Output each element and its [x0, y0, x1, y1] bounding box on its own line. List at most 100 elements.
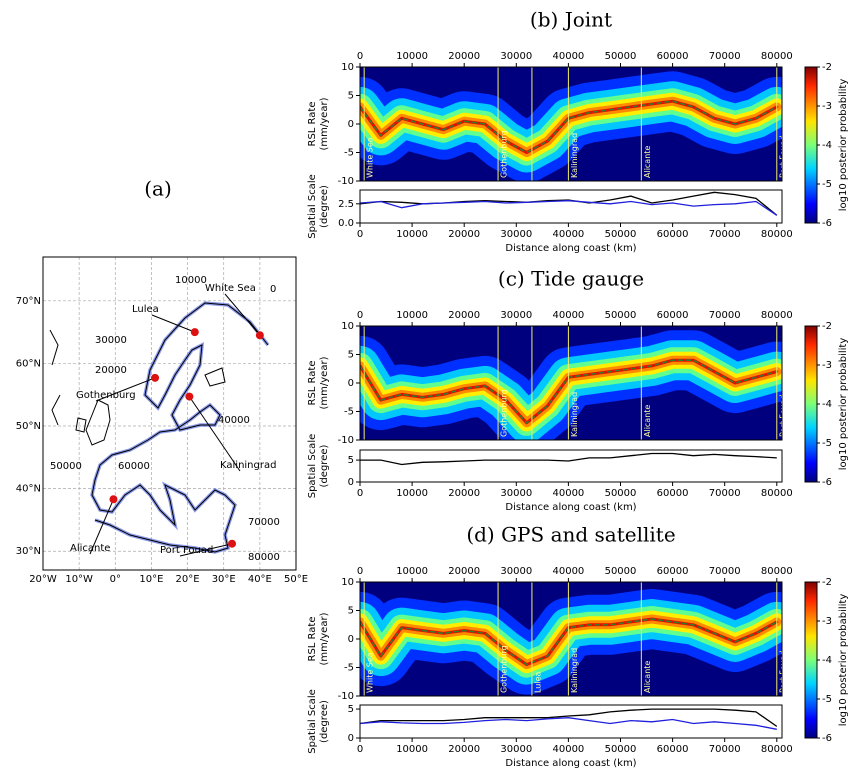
scale-line	[360, 452, 777, 466]
y-tick-label: 0	[348, 477, 354, 488]
x-tick-label: 20000	[448, 51, 480, 62]
colorbar-label: log10 posterior probability	[838, 594, 849, 727]
colorbar-tick-label: -2	[822, 62, 832, 73]
y-tick-label: 0	[348, 378, 354, 389]
x-tick-label: 70000	[709, 229, 741, 240]
x-tick-label: 10°E	[139, 574, 163, 585]
reference-label: Gothenburg	[500, 389, 509, 437]
x-tick-label: 10000	[396, 566, 428, 577]
x-tick-label: 40000	[552, 229, 584, 240]
axes-frame	[359, 66, 783, 182]
colorbar-label: log10 posterior probability	[838, 79, 849, 212]
x-tick-label: 60000	[657, 310, 689, 321]
x-tick-label: 20000	[448, 488, 480, 499]
x-tick-label: 0	[357, 310, 363, 321]
x-tick-label: 80000	[761, 51, 793, 62]
x-tick-label: 40000	[552, 310, 584, 321]
reference-label: Alicante	[643, 661, 652, 693]
x-tick-label: 30000	[500, 488, 532, 499]
city-point	[185, 392, 194, 401]
scale-line	[360, 200, 778, 216]
x-tick-label: 50000	[605, 566, 637, 577]
x-tick-label: 10000	[396, 229, 428, 240]
x-tick-label: 20°W	[29, 574, 57, 585]
colorbar-tick-label: -4	[822, 140, 832, 151]
y-axis-label: Spatial Scale	[307, 434, 318, 499]
colorbar-tick-label: -4	[822, 399, 832, 410]
city-label: Lulea	[132, 304, 159, 315]
x-tick-label: 40°E	[248, 574, 272, 585]
x-tick-label: 80000	[761, 566, 793, 577]
leader-line	[188, 396, 241, 472]
y-tick-label: 60°N	[16, 358, 41, 369]
scale-line	[360, 708, 778, 727]
distance-label: 20000	[95, 365, 127, 376]
y-axis-label: (degree)	[319, 185, 330, 228]
leader-line	[89, 499, 114, 555]
y-tick-label: -5	[344, 148, 354, 159]
axes-frame	[42, 256, 297, 571]
city-label: Kaliningrad	[220, 460, 276, 471]
x-axis-label: Distance along coast (km)	[505, 502, 636, 513]
x-tick-label: 80000	[761, 488, 793, 499]
distance-label: 50000	[50, 461, 82, 472]
reference-label: Port Fouad	[778, 650, 787, 693]
x-tick-label: 10°W	[65, 574, 93, 585]
scale-line	[360, 717, 777, 730]
axes-frame	[359, 325, 783, 441]
x-tick-label: 60000	[657, 744, 689, 755]
y-tick-label: 2.5	[338, 199, 354, 210]
plot-area: Gothenburg Kaliningrad Alicante Port Fouad	[360, 326, 782, 440]
colorbar-tick-label: -5	[822, 179, 832, 190]
x-tick-label: 50000	[605, 51, 637, 62]
colorbar	[804, 325, 818, 483]
y-tick-label: 30°N	[16, 546, 41, 557]
y-axis-label: (degree)	[319, 444, 330, 487]
x-tick-label: 20000	[448, 310, 480, 321]
reference-label: Port Fouad	[778, 135, 787, 178]
posterior-mean	[360, 100, 778, 154]
x-tick-label: 30000	[500, 51, 532, 62]
x-tick-label: 0°	[110, 574, 121, 585]
city-label: Gothenburg	[76, 390, 136, 401]
panel-title: (a)	[144, 177, 172, 201]
x-tick-label: 80000	[761, 744, 793, 755]
x-tick-label: 0	[357, 744, 363, 755]
x-tick-label: 40000	[552, 566, 584, 577]
x-tick-label: 0	[357, 488, 363, 499]
y-tick-label: 5	[348, 455, 354, 466]
x-tick-label: 10000	[396, 488, 428, 499]
y-axis-label: (degree)	[319, 700, 330, 743]
y-tick-label: 0.0	[338, 218, 354, 229]
x-tick-label: 60000	[657, 488, 689, 499]
y-tick-label: -10	[338, 435, 354, 446]
x-tick-label: 50000	[605, 229, 637, 240]
leader-line	[179, 543, 233, 557]
x-tick-label: 0	[357, 229, 363, 240]
colorbar	[804, 581, 818, 739]
colorbar-tick-label: -2	[822, 321, 832, 332]
y-tick-label: -5	[344, 663, 354, 674]
y-tick-label: 40°N	[16, 484, 41, 495]
y-tick-label: 0	[348, 733, 354, 744]
y-axis-label: RSL Rate	[307, 102, 318, 147]
leader-line	[224, 293, 261, 336]
y-tick-label: 10	[341, 577, 354, 588]
y-axis-label: RSL Rate	[307, 361, 318, 406]
y-tick-label: 70°N	[16, 296, 41, 307]
panel-title: (c) Tide gauge	[498, 267, 644, 291]
x-tick-label: 50°E	[284, 574, 308, 585]
y-tick-label: 5	[348, 350, 354, 361]
y-tick-label: 50°N	[16, 421, 41, 432]
x-tick-label: 10000	[396, 310, 428, 321]
y-axis-label: (mm/year)	[319, 356, 330, 409]
x-tick-label: 70000	[709, 744, 741, 755]
city-point	[109, 495, 118, 504]
distance-label: 60000	[118, 461, 150, 472]
x-tick-label: 40000	[552, 51, 584, 62]
colorbar-tick-label: -3	[822, 101, 832, 112]
y-tick-label: 5	[348, 91, 354, 102]
axes-frame	[359, 581, 783, 697]
x-tick-label: 60000	[657, 229, 689, 240]
